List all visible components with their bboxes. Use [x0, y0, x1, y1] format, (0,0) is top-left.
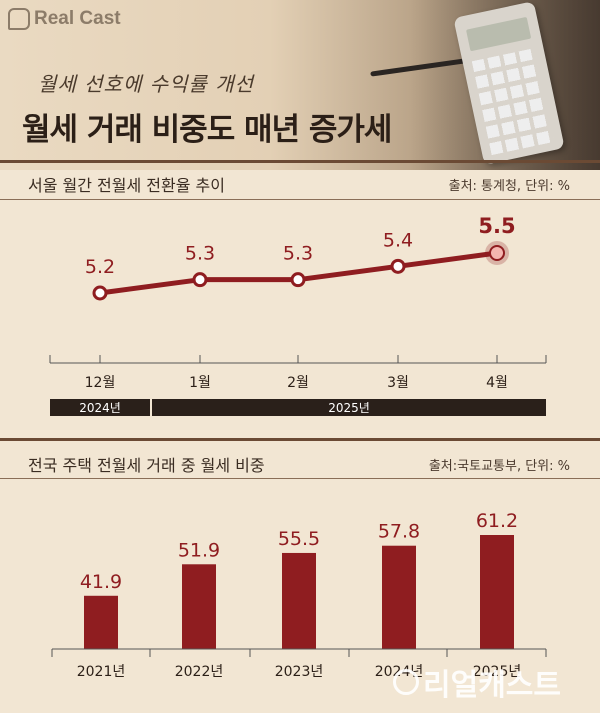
- data-label: 55.5: [278, 528, 320, 550]
- year-group-label: 2025년: [328, 401, 370, 415]
- header-banner: Real Cast 월세 선호에 수익률 개선 월세 거래 비중도 매년 증가세: [0, 0, 600, 170]
- x-tick-label: 4월: [486, 375, 508, 391]
- bar: [84, 595, 118, 649]
- x-tick-label: 3월: [387, 375, 409, 391]
- data-label: 57.8: [378, 521, 420, 543]
- logo-icon: [8, 8, 30, 30]
- logo-text: Real Cast: [34, 8, 121, 29]
- line-chart-title-rule: [0, 199, 600, 200]
- page-title: 월세 거래 비중도 매년 증가세: [22, 112, 392, 148]
- year-band: [50, 399, 150, 416]
- line-chart-title: 서울 월간 전월세 전환율 추이: [28, 176, 225, 195]
- x-tick-label: 2023년: [275, 664, 324, 680]
- data-label: 51.9: [178, 539, 220, 561]
- data-point: [390, 258, 406, 274]
- watermark-icon: [393, 669, 419, 695]
- line-chart: 5.2 12월 5.3 1월 5.3 2월 5.4 3월 5.5 4월 2024년 2025년: [49, 214, 547, 416]
- bar: [480, 535, 514, 649]
- x-tick-label: 2021년: [77, 664, 126, 680]
- data-point: [192, 272, 208, 288]
- data-point: [92, 285, 108, 301]
- data-point: [290, 272, 306, 288]
- data-label: 5.4: [383, 229, 413, 251]
- year-group-label: 2024년: [79, 401, 121, 415]
- data-point: [489, 245, 505, 261]
- watermark: 리얼캐스트: [393, 660, 561, 704]
- x-tick-label: 12월: [85, 375, 116, 391]
- bar-chart: 41.92021년51.92022년55.52023년57.82024년61.2…: [51, 510, 547, 680]
- data-label: 5.5: [478, 214, 515, 238]
- x-tick-label: 2025년: [473, 664, 522, 680]
- bar: [182, 564, 216, 649]
- data-label: 5.2: [85, 256, 115, 278]
- bar: [382, 545, 416, 649]
- bar: [282, 552, 316, 649]
- calculator-keys: [471, 47, 555, 156]
- x-tick-label: 1월: [189, 375, 211, 391]
- bar-chart-title: 전국 주택 전월세 거래 중 월세 비중: [28, 456, 265, 475]
- data-label: 61.2: [476, 510, 518, 532]
- line-chart-source: 출처: 통계청, 단위: %: [448, 179, 570, 194]
- brand-logo: Real Cast: [8, 8, 121, 30]
- x-tick-label: 2월: [287, 375, 309, 391]
- data-label: 41.9: [80, 571, 122, 593]
- bar-chart-source: 출처:국토교통부, 단위: %: [428, 459, 570, 474]
- bar-chart-title-rule: [0, 478, 600, 479]
- year-band: [152, 399, 546, 416]
- data-label: 5.3: [283, 243, 313, 265]
- data-label: 5.3: [185, 243, 215, 265]
- x-tick-label: 2022년: [175, 664, 224, 680]
- page-subtitle: 월세 선호에 수익률 개선: [38, 72, 255, 96]
- calculator-screen: [465, 16, 532, 52]
- section-divider-2: [0, 438, 600, 441]
- section-divider: [0, 160, 600, 163]
- watermark-text: 리얼캐스트: [423, 668, 561, 703]
